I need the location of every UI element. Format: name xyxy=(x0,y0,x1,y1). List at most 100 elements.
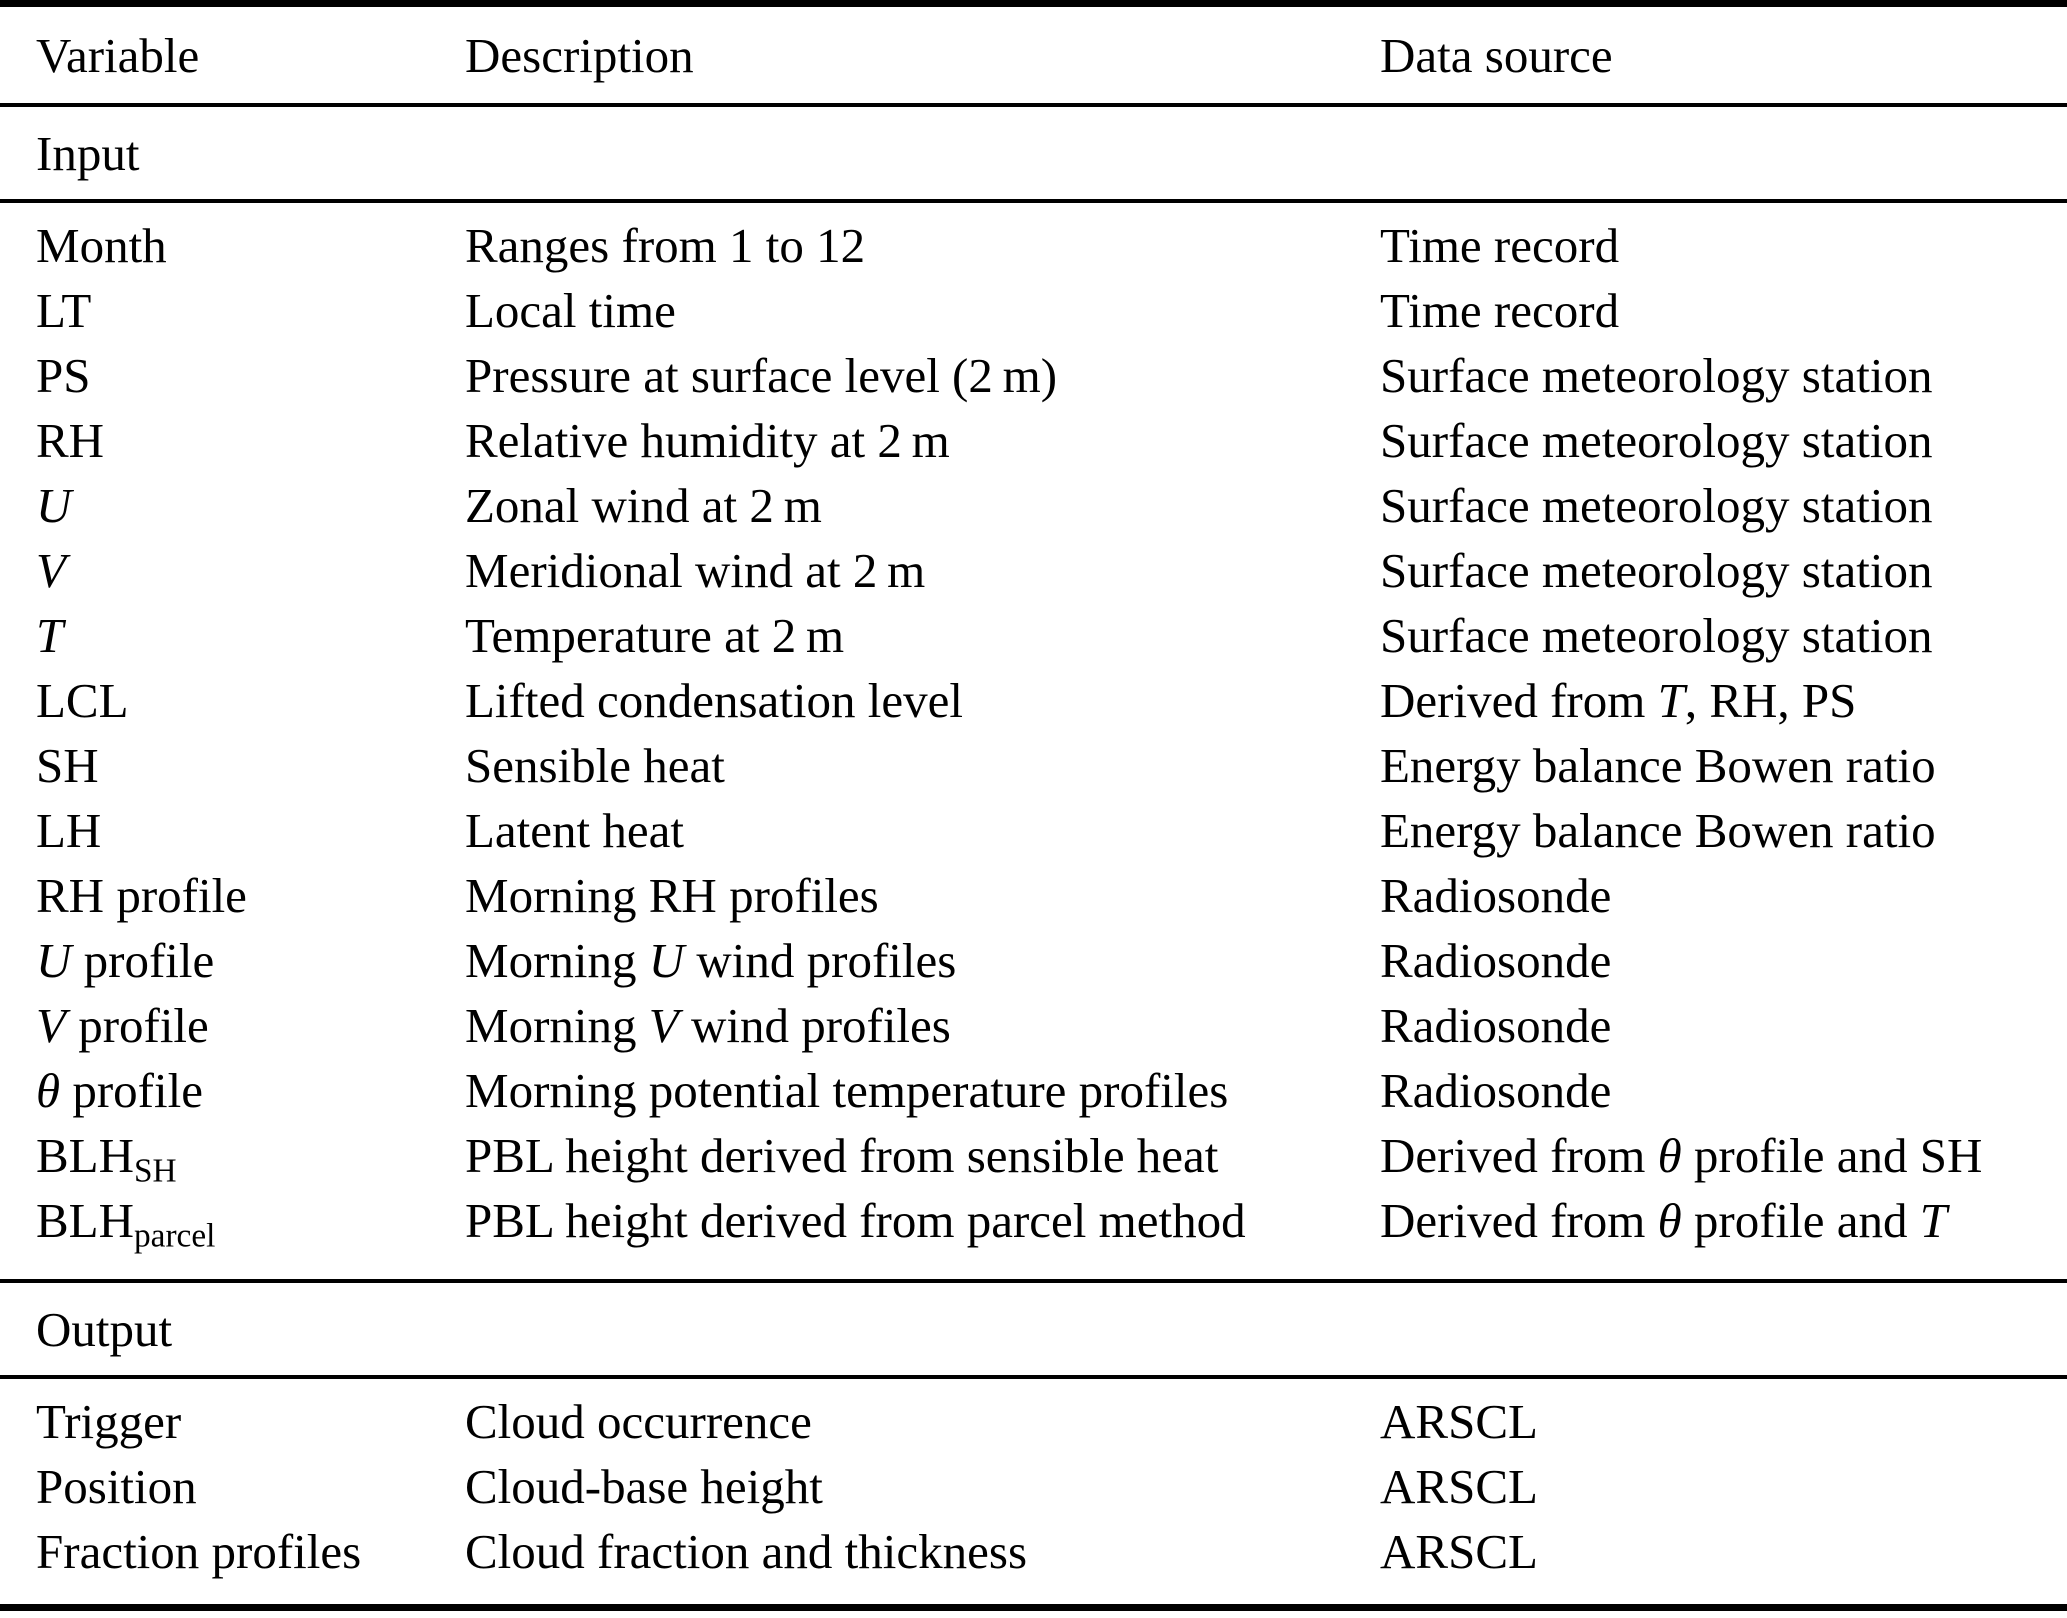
text-run: Derived from xyxy=(1380,1128,1658,1183)
table-row: U Zonal wind at 2 m Surface meteorology st… xyxy=(0,473,2067,538)
cell-data-source: ARSCL xyxy=(1380,1523,2067,1580)
math-symbol: V xyxy=(36,543,66,598)
math-symbol: T xyxy=(1919,1193,1948,1248)
text-run: Sensible heat xyxy=(465,738,725,793)
text-run: LT xyxy=(36,283,92,338)
table-row: LT Local time Time record xyxy=(0,278,2067,343)
text-run: BLH xyxy=(36,1193,134,1248)
text-run: Relative humidity at 2 m xyxy=(465,413,950,468)
cell-data-source: Surface meteorology station xyxy=(1380,542,2067,599)
text-run: Surface meteorology station xyxy=(1380,413,1933,468)
table-row: Fraction profiles Cloud fraction and thic… xyxy=(0,1519,2067,1584)
text-run: profile xyxy=(71,933,215,988)
cell-variable: PS xyxy=(36,347,465,404)
cell-description: Latent heat xyxy=(465,802,1380,859)
cell-description: Sensible heat xyxy=(465,737,1380,794)
table-row: U profile Morning U wind profiles Radioson… xyxy=(0,928,2067,993)
column-header-variable: Variable xyxy=(36,27,200,83)
text-run: Derived from xyxy=(1380,673,1658,728)
math-symbol: V xyxy=(648,998,679,1053)
math-symbol: U xyxy=(36,478,72,533)
text-run: ARSCL xyxy=(1380,1459,1538,1514)
cell-data-source: Surface meteorology station xyxy=(1380,412,2067,469)
text-run: Radiosonde xyxy=(1380,1063,1612,1118)
column-header-data-source: Data source xyxy=(1380,27,1613,83)
text-run: Morning potential temperature profiles xyxy=(465,1063,1229,1118)
text-run: PS xyxy=(36,348,91,403)
output-section-body: Trigger Cloud occurrence ARSCL Position Clou… xyxy=(0,1379,2067,1604)
cell-variable: U xyxy=(36,477,465,534)
table-row: PS Pressure at surface level (2 m) Surface… xyxy=(0,343,2067,408)
text-run: wind profiles xyxy=(678,998,951,1053)
table-top-rule xyxy=(0,0,2067,7)
cell-variable: RH xyxy=(36,412,465,469)
cell-data-source: Derived from T, RH, PS xyxy=(1380,672,2067,729)
cell-variable: BLHparcel xyxy=(36,1192,465,1252)
text-run: profile xyxy=(65,998,209,1053)
cell-variable: V xyxy=(36,542,465,599)
cell-description: Cloud-base height xyxy=(465,1458,1380,1515)
text-run: Cloud fraction and thickness xyxy=(465,1524,1028,1579)
cell-description: Temperature at 2 m xyxy=(465,607,1380,664)
cell-description: Ranges from 1 to 12 xyxy=(465,217,1380,274)
table-row: Position Cloud-base height ARSCL xyxy=(0,1454,2067,1519)
text-run: Surface meteorology station xyxy=(1380,478,1933,533)
table-row: RH Relative humidity at 2 m Surface meteor… xyxy=(0,408,2067,473)
cell-description: Lifted condensation level xyxy=(465,672,1380,729)
text-run: Surface meteorology station xyxy=(1380,543,1933,598)
table-bottom-rule xyxy=(0,1604,2067,1611)
header-divider-rule xyxy=(0,103,2067,107)
cell-description: Meridional wind at 2 m xyxy=(465,542,1380,599)
cell-data-source: Surface meteorology station xyxy=(1380,477,2067,534)
cell-variable: Month xyxy=(36,217,465,274)
cell-variable: Trigger xyxy=(36,1393,465,1450)
table-row: T Temperature at 2 m Surface meteorology s… xyxy=(0,603,2067,668)
math-symbol: θ xyxy=(1657,1193,1682,1248)
cell-description: Local time xyxy=(465,282,1380,339)
text-run: Cloud-base height xyxy=(465,1459,823,1514)
math-symbol: T xyxy=(36,608,64,663)
cell-description: Zonal wind at 2 m xyxy=(465,477,1380,534)
text-run: Radiosonde xyxy=(1380,998,1612,1053)
cell-description: Cloud fraction and thickness xyxy=(465,1523,1380,1580)
text-run: Ranges from 1 to 12 xyxy=(465,218,866,273)
cell-description: PBL height derived from sensible heat xyxy=(465,1127,1380,1184)
cell-description: Relative humidity at 2 m xyxy=(465,412,1380,469)
table-row: V profile Morning V wind profiles Radioson… xyxy=(0,993,2067,1058)
text-run: Surface meteorology station xyxy=(1380,608,1933,663)
cell-variable: BLHSH xyxy=(36,1127,465,1187)
text-run: Lifted condensation level xyxy=(465,673,963,728)
cell-data-source: Radiosonde xyxy=(1380,867,2067,924)
text-run: LH xyxy=(36,803,102,858)
cell-data-source: Radiosonde xyxy=(1380,932,2067,989)
cell-variable: Position xyxy=(36,1458,465,1515)
cell-data-source: Radiosonde xyxy=(1380,997,2067,1054)
section-label-input: Input xyxy=(0,107,2067,199)
cell-data-source: ARSCL xyxy=(1380,1393,2067,1450)
math-symbol: θ xyxy=(36,1063,61,1118)
table-header-row: Variable Description Data source xyxy=(0,7,2067,103)
text-run: Position xyxy=(36,1459,197,1514)
cell-variable: T xyxy=(36,607,465,664)
text-run: Trigger xyxy=(36,1394,182,1449)
cell-variable: θ profile xyxy=(36,1062,465,1119)
section-label-text: Output xyxy=(36,1301,173,1357)
cell-description: Cloud occurrence xyxy=(465,1393,1380,1450)
cell-data-source: Time record xyxy=(1380,217,2067,274)
text-run: Energy balance Bowen ratio xyxy=(1380,738,1936,793)
text-run: Latent heat xyxy=(465,803,685,858)
cell-variable: LH xyxy=(36,802,465,859)
text-run: Morning xyxy=(465,998,649,1053)
table-row: BLHSH PBL height derived from sensible he… xyxy=(0,1123,2067,1188)
table-row: BLHparcel PBL height derived from parcel … xyxy=(0,1188,2067,1253)
subscript-text: parcel xyxy=(134,1217,216,1255)
cell-data-source: Derived from θ profile and T xyxy=(1380,1192,2067,1249)
text-run: LCL xyxy=(36,673,129,728)
text-run: ARSCL xyxy=(1380,1394,1538,1449)
cell-variable: Fraction profiles xyxy=(36,1523,465,1580)
text-run: Radiosonde xyxy=(1380,933,1612,988)
section-label-text: Input xyxy=(36,125,140,181)
text-run: Local time xyxy=(465,283,676,338)
table-row: LH Latent heat Energy balance Bowen ratio xyxy=(0,798,2067,863)
text-run: Radiosonde xyxy=(1380,868,1612,923)
